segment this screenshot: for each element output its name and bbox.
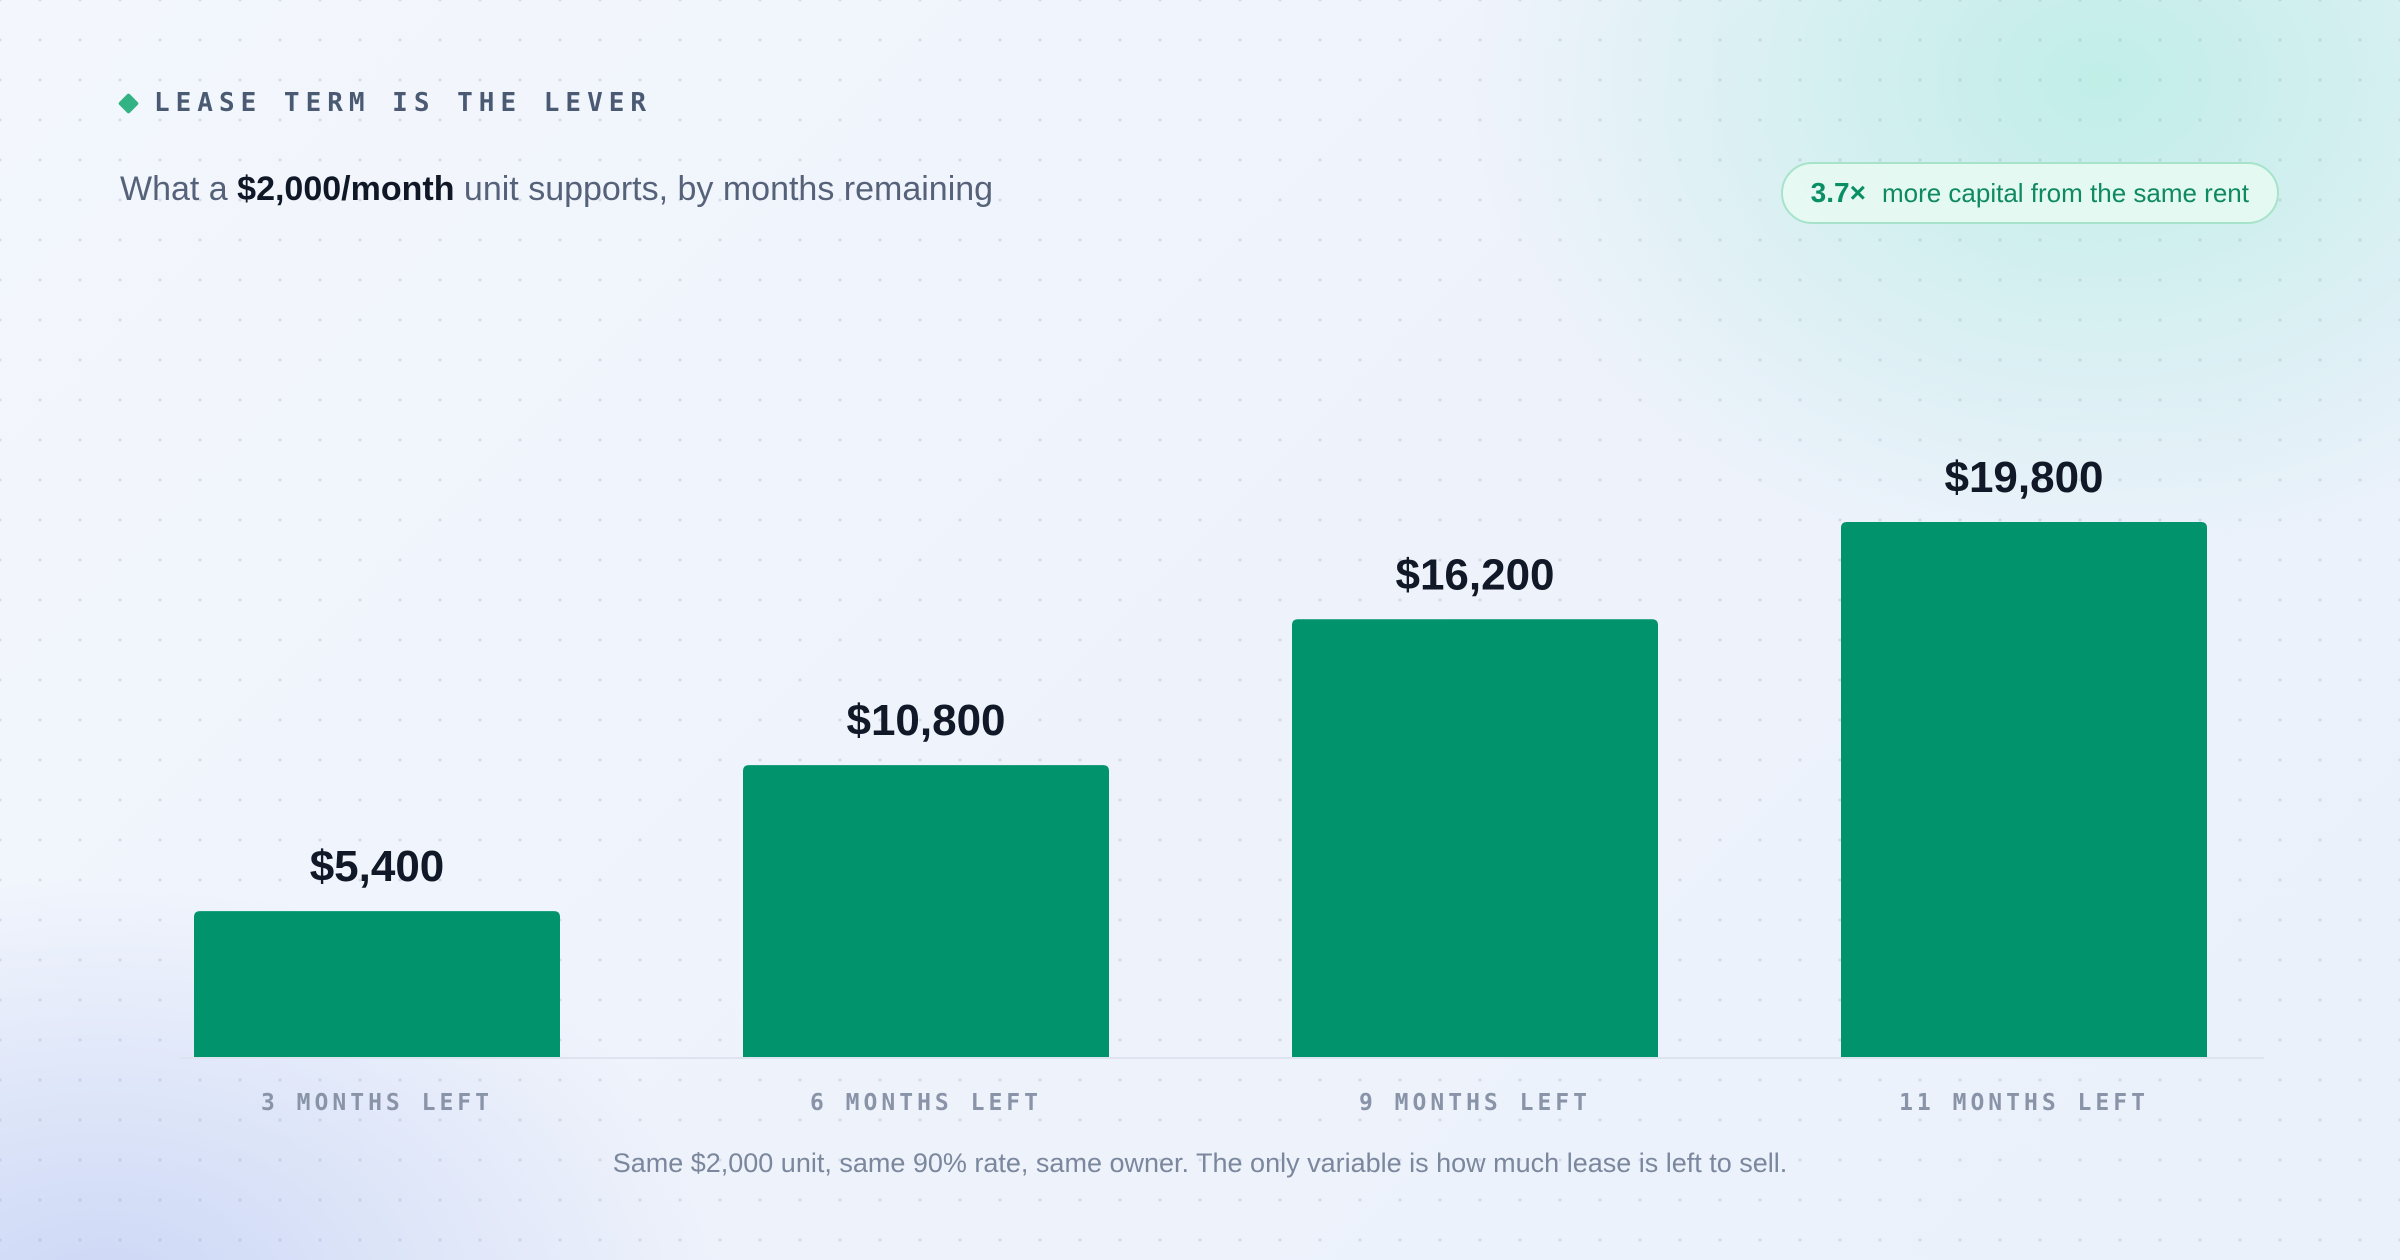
bar-2 [743,765,1109,1057]
multiplier-text: more capital from the same rent [1881,177,2249,208]
value-label-4: $19,800 [1944,453,2103,502]
value-label-2: $10,800 [846,696,1005,745]
multiplier-badge: 3.7× more capital from the same rent [1780,162,2279,224]
eyebrow-text: LEASE TERM IS THE LEVER [154,88,653,118]
subtitle-prefix: What a [120,170,238,208]
eyebrow: LEASE TERM IS THE LEVER [117,88,653,118]
value-label-1: $5,400 [310,842,445,891]
chart-subtitle: What a $2,000/month unit supports, by mo… [120,170,993,209]
value-label-3: $16,200 [1395,550,1554,599]
category-label-2: 6 MONTHS LEFT [810,1090,1042,1116]
subtitle-suffix: unit supports, by months remaining [454,170,994,208]
category-label-4: 11 MONTHS LEFT [1899,1090,2149,1116]
subtitle-emphasis: $2,000/month [237,170,455,208]
multiplier-value: 3.7× [1810,177,1866,208]
category-label-1: 3 MONTHS LEFT [261,1090,493,1116]
bar-3 [1292,619,1658,1057]
bar-1 [194,911,560,1057]
footnote: Same $2,000 unit, same 90% rate, same ow… [612,1148,1788,1178]
category-label-3: 9 MONTHS LEFT [1359,1090,1591,1116]
bar-4 [1841,522,2207,1057]
